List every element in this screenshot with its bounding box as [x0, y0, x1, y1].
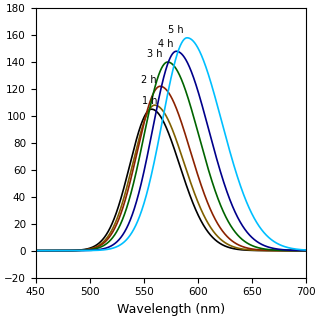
Text: 2 h: 2 h	[140, 75, 156, 85]
Text: 5 h: 5 h	[168, 25, 183, 35]
Text: 4 h: 4 h	[158, 39, 173, 49]
X-axis label: Wavelength (nm): Wavelength (nm)	[117, 303, 225, 316]
Text: 1 h: 1 h	[142, 97, 157, 107]
Text: 3 h: 3 h	[147, 49, 163, 59]
